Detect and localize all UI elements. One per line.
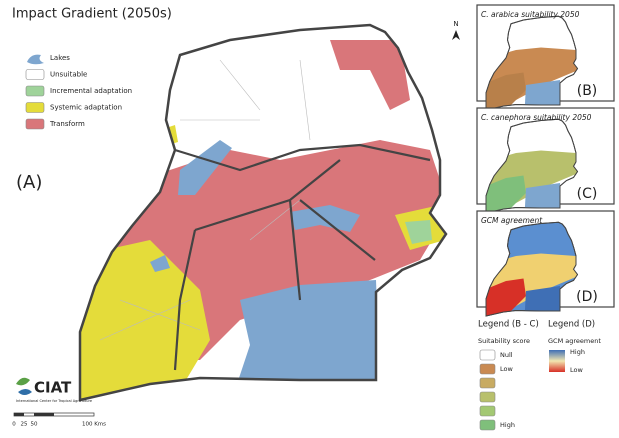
scale-label: 100 Kms xyxy=(82,422,106,428)
legend-label: Transform xyxy=(49,120,85,128)
legend-swatch xyxy=(27,54,44,65)
legend-swatch xyxy=(25,85,45,97)
insets: C. arabica suitability 2050 (B) C. canepho… xyxy=(476,4,615,317)
inset-fill xyxy=(486,253,578,316)
inset-map xyxy=(485,221,578,317)
legend-swatch xyxy=(479,363,496,375)
map-title: Impact Gradient (2050s) xyxy=(12,7,172,22)
legend-label: Low xyxy=(500,365,513,373)
inset-area xyxy=(486,175,526,213)
legend-label: Lakes xyxy=(50,54,70,62)
legend-label: Incremental adaptation xyxy=(50,87,132,95)
scale-label: 0 xyxy=(12,422,16,428)
inset-fill xyxy=(486,150,578,213)
inset-map xyxy=(485,118,578,214)
legend-label: Systemic adaptation xyxy=(50,104,122,112)
north-arrow xyxy=(452,30,460,40)
legend-subtitle: Suitability score xyxy=(478,337,530,345)
logo: CIAT International Center for Tropical A… xyxy=(16,377,92,403)
main-map xyxy=(78,23,448,402)
inset-title: GCM agreement xyxy=(481,216,543,225)
north-label: N xyxy=(453,20,458,28)
legend-low: Low xyxy=(570,366,583,374)
inset-fill xyxy=(486,47,578,110)
inset-label: (B) xyxy=(577,83,598,99)
inset-area xyxy=(524,80,561,108)
inset-area xyxy=(524,286,561,314)
legend-swatch xyxy=(479,349,496,361)
legend-swatch xyxy=(25,69,45,80)
inset-area xyxy=(486,278,526,316)
legend-title: Legend (D) xyxy=(548,320,595,330)
legend-d: Legend (D) GCM agreement High Low xyxy=(548,320,601,375)
inset-title: C. canephora suitability 2050 xyxy=(481,113,592,122)
legend: Lakes Unsuitable Incremental adaptation Sys… xyxy=(25,54,132,130)
gradient-swatch xyxy=(549,350,565,372)
inset-label: (C) xyxy=(577,186,598,202)
inset-title: C. arabica suitability 2050 xyxy=(481,10,580,19)
logo-name: CIAT xyxy=(34,379,72,397)
legend-swatch xyxy=(479,391,496,403)
legend-swatch xyxy=(25,102,45,113)
inset-area xyxy=(486,72,526,110)
inset-map xyxy=(485,15,578,111)
panel-label: (A) xyxy=(16,172,42,193)
legend-b-c: Legend (B - C) Suitability score Null Low Hi… xyxy=(478,320,539,431)
legend-swatch xyxy=(479,377,496,389)
logo-tagline: International Center for Tropical Agricu… xyxy=(16,399,92,403)
legend-subtitle: GCM agreement xyxy=(548,337,601,345)
scale-bar: 0 25 50 100 Kms xyxy=(12,412,106,428)
legend-label: Null xyxy=(500,351,513,359)
legend-label: High xyxy=(500,421,515,429)
scale-label: 25 xyxy=(21,422,28,428)
inset-area xyxy=(524,183,561,211)
scale-label: 50 xyxy=(31,422,38,428)
legend-high: High xyxy=(570,348,585,356)
legend-swatch xyxy=(479,419,496,431)
legend-label: Unsuitable xyxy=(50,71,87,79)
legend-swatch xyxy=(479,405,496,417)
legend-swatch xyxy=(25,118,45,130)
legend-title: Legend (B - C) xyxy=(478,320,539,330)
inset-label: (D) xyxy=(576,289,598,305)
